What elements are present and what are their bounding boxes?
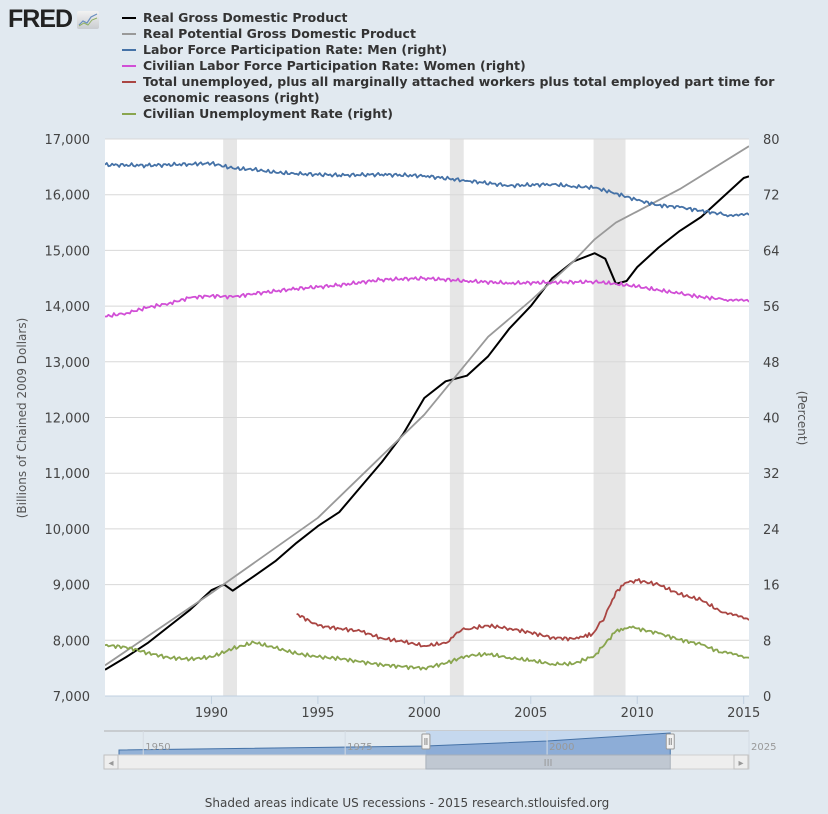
legend-swatch xyxy=(122,17,136,19)
legend-label: Civilian Unemployment Rate (right) xyxy=(143,106,393,121)
y-tick-right: 56 xyxy=(763,300,780,315)
legend-item[interactable]: Labor Force Participation Rate: Men (rig… xyxy=(122,42,822,58)
y-tick-left: 10,000 xyxy=(45,523,91,538)
y-tick-right: 40 xyxy=(763,412,780,427)
y-tick-right: 48 xyxy=(763,356,780,371)
series-group xyxy=(105,145,749,671)
y-tick-right: 24 xyxy=(763,523,780,538)
legend-label: Labor Force Participation Rate: Men (rig… xyxy=(143,42,448,57)
navigator-handle-left[interactable] xyxy=(421,733,431,750)
y-tick-right: 80 xyxy=(763,133,780,148)
chart-legend: Real Gross Domestic Product Real Potentia… xyxy=(122,10,822,122)
x-tick-label: 1995 xyxy=(301,706,334,721)
scroll-right-button[interactable] xyxy=(733,754,749,770)
scrollbar-grip-icon: III xyxy=(544,758,553,769)
series-line xyxy=(105,145,749,667)
arrow-left-icon: ◂ xyxy=(108,758,113,769)
navigator-label: 1975 xyxy=(347,742,372,753)
arrow-right-icon: ▸ xyxy=(738,758,743,769)
navigator-label: 1950 xyxy=(145,742,170,753)
y-tick-left: 13,000 xyxy=(45,356,91,371)
scroll-left-button[interactable] xyxy=(103,754,119,770)
legend-item[interactable]: Real Potential Gross Domestic Product xyxy=(122,26,822,42)
navigator-handle-right[interactable] xyxy=(665,733,675,750)
series-line xyxy=(105,275,749,318)
x-tick-label: 2010 xyxy=(621,706,654,721)
legend-swatch xyxy=(122,49,136,51)
legend-swatch xyxy=(122,33,136,35)
y-tick-left: 15,000 xyxy=(45,244,91,259)
legend-item[interactable]: Civilian Labor Force Participation Rate:… xyxy=(122,58,822,74)
x-tick-label: 2000 xyxy=(408,706,441,721)
legend-label: Total unemployed, plus all marginally at… xyxy=(143,74,775,105)
legend-item[interactable]: Real Gross Domestic Product xyxy=(122,10,822,26)
y-tick-right: 16 xyxy=(763,579,780,594)
legend-swatch xyxy=(122,81,136,83)
x-tick-label: 2015 xyxy=(727,706,760,721)
fred-logo[interactable]: FRED xyxy=(8,5,100,34)
y-tick-left: 12,000 xyxy=(45,412,91,427)
legend-label: Civilian Labor Force Participation Rate:… xyxy=(143,58,526,73)
legend-item[interactable]: Total unemployed, plus all marginally at… xyxy=(122,74,822,106)
x-tick-label: 2005 xyxy=(514,706,547,721)
legend-swatch xyxy=(122,113,136,115)
y-tick-left: 7,000 xyxy=(53,690,90,705)
legend-label: Real Potential Gross Domestic Product xyxy=(143,26,416,41)
chart-svg: 7,000 8,000 9,000 10,000 11,000 12,000 13,000 1… xyxy=(15,133,809,770)
y-tick-right: 72 xyxy=(763,189,780,204)
logo-text: FRED xyxy=(8,5,73,33)
y-axis-title-left: (Billions of Chained 2009 Dollars) xyxy=(15,318,29,519)
navigator-label: 2000 xyxy=(549,742,574,753)
y-tick-left: 8,000 xyxy=(53,634,90,649)
series-line xyxy=(105,625,749,671)
navigator-label: 2025 xyxy=(751,742,776,753)
y-tick-left: 14,000 xyxy=(45,300,91,315)
legend-item[interactable]: Civilian Unemployment Rate (right) xyxy=(122,106,822,122)
legend-label: Real Gross Domestic Product xyxy=(143,10,348,25)
y-tick-right: 32 xyxy=(763,467,780,482)
legend-swatch xyxy=(122,65,136,67)
navigator-scrollbar-thumb[interactable] xyxy=(425,754,671,770)
y-tick-left: 11,000 xyxy=(45,467,91,482)
y-tick-right: 8 xyxy=(763,634,771,649)
series-line xyxy=(105,160,749,218)
y-tick-left: 16,000 xyxy=(45,189,91,204)
y-axis-title-right: (Percent) xyxy=(795,391,809,446)
y-tick-right: 64 xyxy=(763,244,780,259)
y-tick-left: 9,000 xyxy=(53,579,90,594)
y-tick-left: 17,000 xyxy=(45,133,91,148)
x-tick-label: 1990 xyxy=(195,706,228,721)
y-tick-right: 0 xyxy=(763,690,771,705)
footer-note: Shaded areas indicate US recessions - 20… xyxy=(204,796,610,810)
chart-line-icon xyxy=(77,10,100,29)
series-line xyxy=(296,578,749,648)
